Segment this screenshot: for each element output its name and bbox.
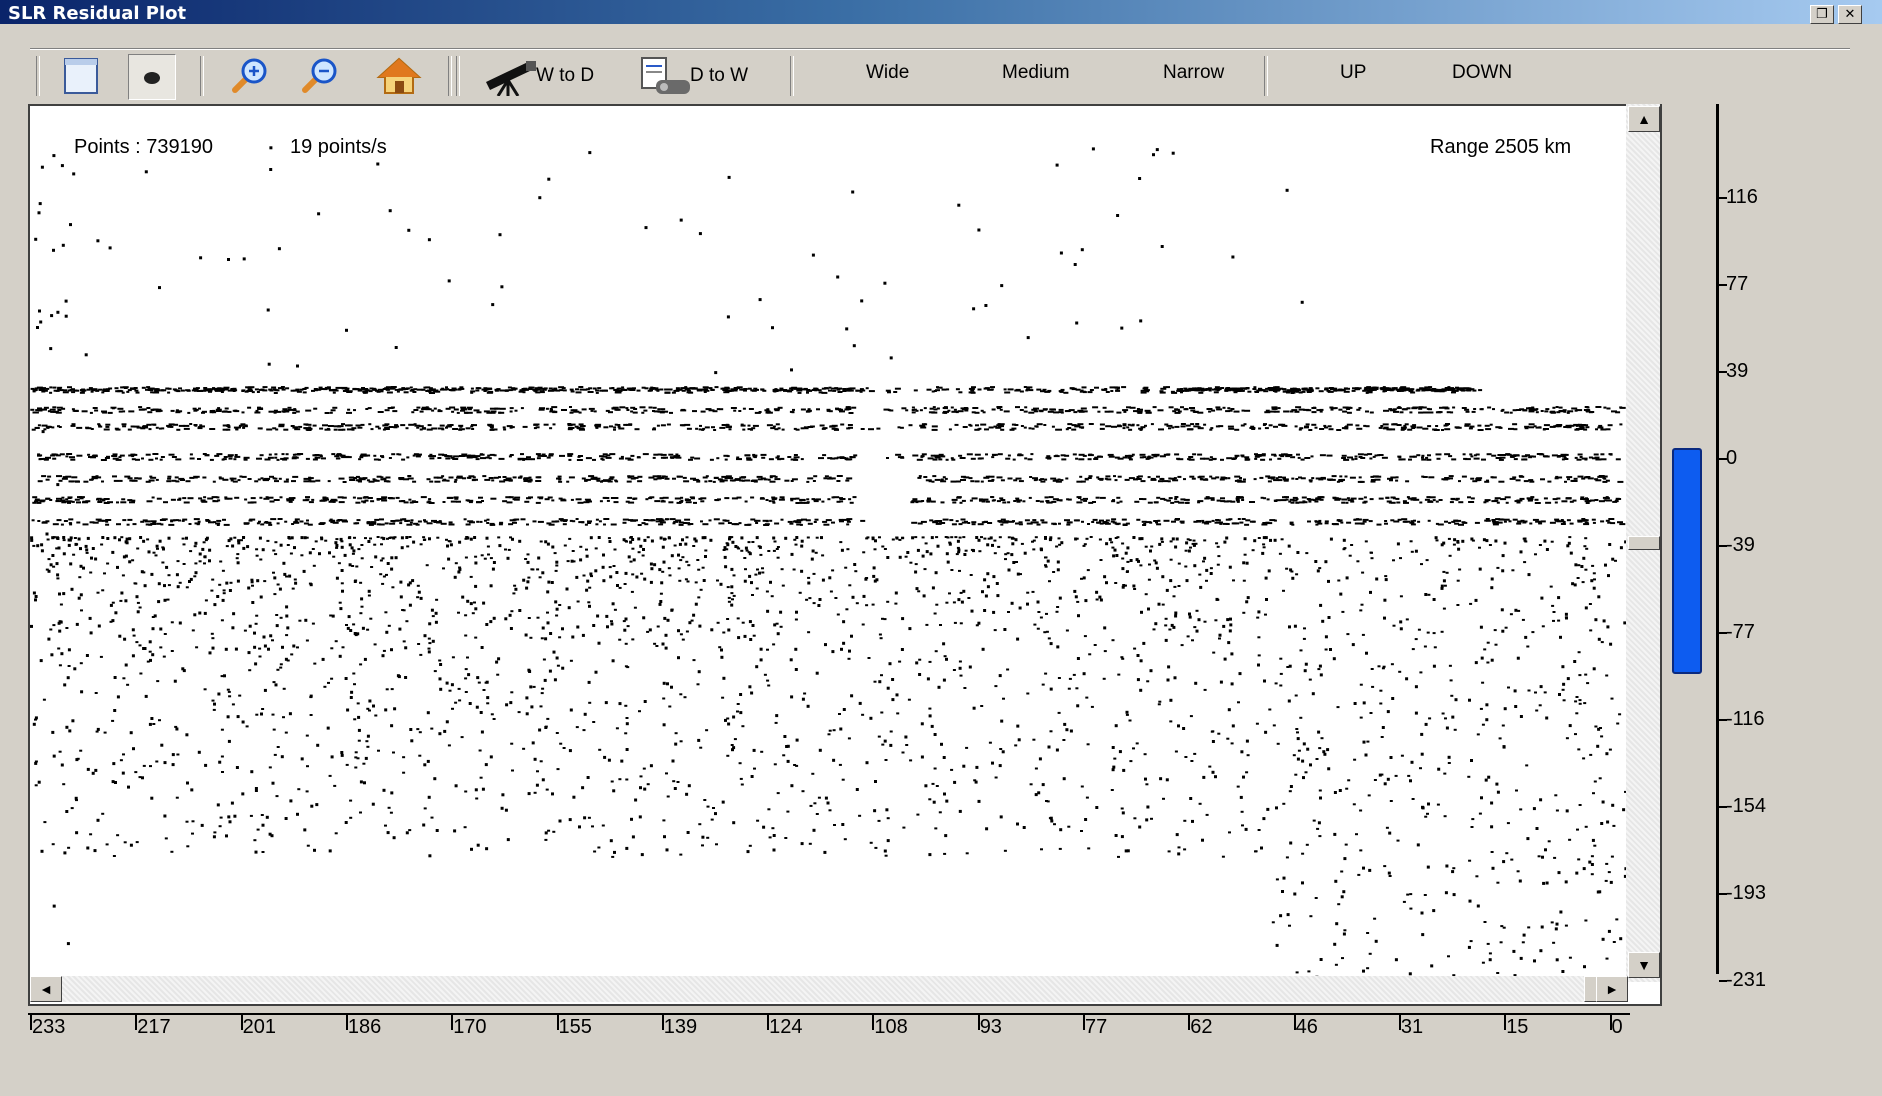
x-tick [872,1014,875,1030]
x-tick-label: 170 [453,1016,487,1038]
x-tick-label: 201 [242,1016,276,1038]
x-tick-label: 93 [979,1016,1002,1038]
y-tick [1719,458,1727,460]
telescope-icon [486,61,536,96]
x-tick [240,1014,243,1030]
y-tick [1719,719,1727,721]
x-tick-label: 77 [1085,1016,1108,1038]
x-tick [767,1014,770,1030]
wide-button[interactable]: Wide [866,62,910,83]
home-button[interactable] [376,54,422,98]
restore-button[interactable]: ❐ [1810,5,1834,24]
x-tick [1188,1014,1191,1030]
x-tick [345,1014,348,1030]
x-tick-label: 155 [558,1016,592,1038]
range-readout: Range 2505 km [1430,136,1572,158]
residual-scatter [30,146,1626,978]
toolbar-divider [30,48,1850,50]
x-tick-label: 233 [32,1016,66,1038]
y-tick [1719,284,1727,286]
x-tick-label: 186 [347,1016,382,1038]
document-icon [641,57,690,94]
w-to-d-button[interactable]: W to D [482,54,612,98]
x-tick [661,1014,664,1030]
x-tick-label: 62 [1190,1016,1213,1038]
close-button[interactable]: ✕ [1838,5,1862,24]
x-tick-label: 46 [1295,1016,1318,1038]
y-tick-label: 77 [1726,273,1749,295]
points-count: Points : 739190 [74,136,213,158]
medium-button[interactable]: Medium [1002,62,1070,83]
y-tick [1719,371,1727,373]
d-to-w-button[interactable]: D to W [638,54,774,98]
residual-plot-area[interactable]: Points : 739190 19 points/s Range 2505 k… [28,104,1662,1006]
scroll-up-button[interactable]: ▲ [1628,106,1660,132]
down-button[interactable]: DOWN [1452,62,1513,83]
x-tick [451,1014,454,1030]
x-tick [1398,1014,1401,1030]
x-tick-label: 0 [1611,1016,1623,1038]
y-tick-label: 116 [1726,186,1758,208]
y-tick-label: -39 [1726,534,1755,556]
page-icon [64,58,98,94]
y-tick-label: -154 [1726,795,1767,817]
x-tick [1083,1014,1085,1030]
y-tick [1719,197,1727,199]
scroll-down-button[interactable]: ▼ [1628,952,1660,978]
zoom-out-icon [302,58,337,93]
narrow-button[interactable]: Narrow [1163,62,1225,83]
y-tick [1719,545,1727,547]
toolbar-separator [200,56,204,96]
y-tick [1719,980,1727,982]
x-tick-label: 15 [1506,1016,1529,1038]
y-tick [1719,632,1727,634]
x-tick [1293,1014,1296,1030]
toolbar-separator [448,56,452,96]
x-tick [977,1014,980,1030]
range-window-bar[interactable] [1672,448,1702,675]
home-icon [376,57,422,94]
y-tick-label: -77 [1726,621,1755,643]
window-title: SLR Residual Plot [8,3,187,24]
x-tick [556,1014,559,1030]
y-tick-label: -231 [1726,969,1767,991]
x-tick [135,1014,138,1030]
y-tick [1719,806,1727,808]
y-tick-label: 39 [1726,360,1749,382]
y-tick-label: -193 [1726,882,1767,904]
x-axis-line [28,1013,1630,1015]
x-tick-label: 108 [874,1016,908,1038]
toolbar-separator [790,56,794,96]
horizontal-scrollbar[interactable] [30,976,1626,1002]
w-to-d-label: W to D [536,65,595,86]
up-button[interactable]: UP [1340,62,1367,83]
x-tick-label: 217 [137,1016,171,1038]
x-tick [1609,1014,1612,1030]
x-tick-label: 31 [1400,1016,1424,1038]
zoom-in-icon [232,58,267,93]
toolbar-separator [1264,56,1268,96]
scroll-left-button[interactable]: ◄ [30,976,62,1002]
y-tick-label: 0 [1726,447,1738,469]
point-size-button[interactable] [128,54,176,100]
x-tick-label: 139 [663,1016,698,1038]
x-tick [30,1014,32,1030]
zoom-in-button[interactable] [226,54,272,98]
zoom-out-button[interactable] [296,54,342,98]
new-page-button[interactable] [58,54,104,98]
title-bar: SLR Residual Plot ❐ ✕ [0,0,1882,24]
x-tick-label: 124 [769,1016,803,1038]
x-tick [1504,1014,1507,1030]
points-rate: 19 points/s [290,136,387,158]
d-to-w-label: D to W [690,65,749,86]
y-axis-line [1716,104,1719,974]
y-tick [1719,893,1727,895]
toolbar-separator [36,56,40,96]
point-size-icon [144,72,160,84]
scroll-right-button[interactable]: ► [1596,976,1628,1002]
y-tick-label: -116 [1726,708,1765,730]
vertical-scroll-thumb[interactable] [1628,536,1660,550]
toolbar-separator [456,56,460,96]
